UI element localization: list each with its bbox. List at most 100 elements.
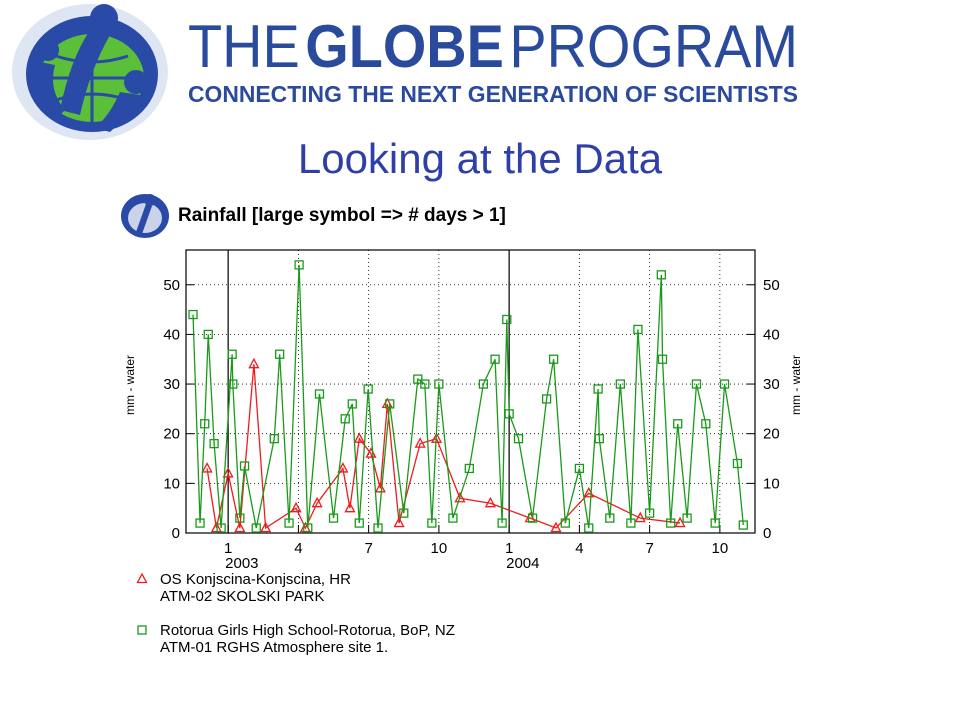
data-point [222,467,234,478]
series-line [192,264,744,529]
data-point [269,434,279,444]
data-point [548,354,559,364]
data-point [314,389,325,399]
y2-tick-label: 30 [763,376,780,393]
data-point [634,511,646,523]
legend-site: ATM-01 RGHS Atmosphere site 1. [160,639,388,656]
data-point [626,518,636,528]
data-point [484,496,496,508]
data-point [188,309,198,320]
data-point [311,496,323,508]
data-point [239,461,250,471]
data-point [385,399,395,409]
data-point [710,518,720,528]
data-point [294,260,304,270]
data-point [691,379,702,389]
year-label: 2003 [225,555,258,572]
x-tick-label: 10 [712,540,729,557]
data-point [644,508,655,518]
data-point [260,521,272,533]
data-point [337,462,349,473]
data-point [251,523,261,533]
data-point [464,463,474,474]
data-point [478,379,489,389]
data-point [414,437,426,448]
data-point [354,518,364,528]
data-point [248,357,260,369]
data-point [363,384,373,394]
brand-prefix: THE [188,13,300,80]
tagline: CONNECTING THE NEXT GENERATION OF SCIENT… [188,81,798,107]
x-tick-label: 1 [505,540,513,557]
data-point [201,462,213,473]
data-point [656,270,666,280]
data-point [574,463,585,474]
y2-tick-label: 40 [763,326,780,343]
data-point [420,379,430,389]
data-point [427,518,437,528]
data-point [657,354,668,364]
plot-frame [185,249,756,534]
y-tick-label: 20 [163,426,180,443]
brand: THEGLOBEPROGRAM [188,13,798,80]
legend-site: ATM-02 SKOLSKI PARK [160,588,325,605]
year-label: 2004 [506,555,539,572]
y-tick-label: 30 [163,376,180,393]
data-point [203,329,213,340]
data-point [373,523,383,533]
legend-label: Rotorua Girls High School-Rotorua, BoP, … [160,622,455,639]
data-point [290,501,302,513]
data-point [527,513,538,523]
y2-tick-label: 0 [763,525,771,542]
data-point [284,518,294,528]
data-point [502,314,512,325]
x-tick-label: 1 [224,540,232,557]
data-point [674,516,686,528]
data-point [448,513,458,523]
data-point [303,523,313,533]
data-point [195,518,205,528]
x-tick-label: 4 [294,540,302,557]
data-point [227,349,237,359]
data-point [374,481,386,493]
data-point [584,523,594,533]
slide-title: Looking at the Data [298,135,663,182]
legend-marker [137,625,147,635]
data-point [673,419,683,429]
legend-marker [136,572,148,584]
data-point [738,520,748,530]
series-line [206,364,681,530]
data-point [216,523,226,533]
data-point [454,491,466,503]
small-logo [121,194,169,238]
data-point [513,434,524,444]
data-point [504,409,514,419]
data-point [666,518,676,528]
data-point [328,513,339,523]
data-point [719,379,730,389]
data-point [434,379,444,389]
y-tick-label: 40 [163,326,180,343]
data-point [605,513,615,523]
y2-tick-label: 20 [763,426,780,443]
legend-label: OS Konjscina-Konjscina, HR [160,571,351,588]
y-tick-label: 10 [163,475,180,492]
data-point [235,513,245,523]
x-tick-label: 7 [645,540,653,557]
data-point [393,516,405,528]
x-tick-label: 7 [364,540,372,557]
data-point [560,518,570,528]
data-point [413,374,423,384]
globe-logo [12,4,168,140]
data-point [275,349,285,359]
brand-suffix: PROGRAM [509,13,798,80]
x-tick-label: 4 [575,540,583,557]
y-tick-label: 0 [172,525,180,542]
y-axis-label: mm - water [123,355,137,415]
x-tick-label: 10 [431,540,448,557]
brand-bold: GLOBE [305,13,504,80]
y2-axis-label: mm - water [789,355,803,415]
data-point [732,458,743,469]
data-point [550,521,562,533]
data-point [200,419,210,429]
